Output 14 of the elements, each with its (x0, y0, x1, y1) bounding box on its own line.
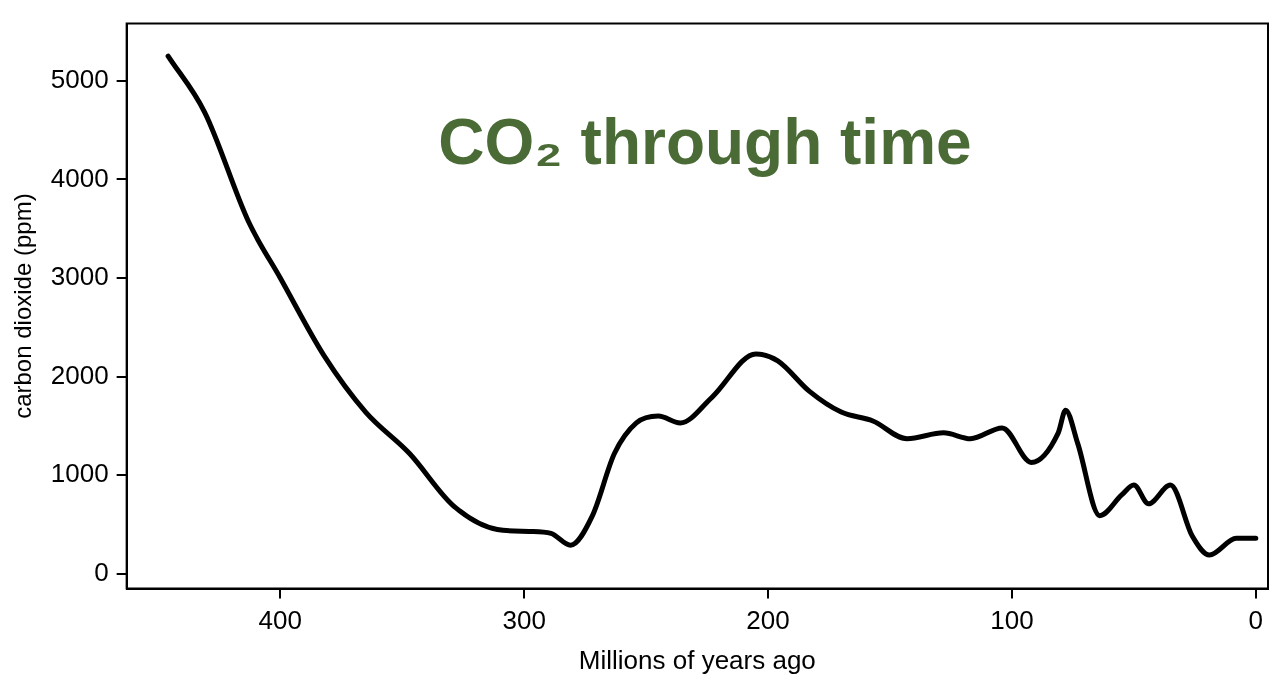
x-axis-title: Millions of years ago (578, 644, 816, 675)
y-tick-label: 1000 (50, 458, 109, 489)
y-tick-label: 4000 (50, 162, 109, 193)
x-tick-label: 200 (746, 605, 790, 636)
y-tick-label: 0 (94, 556, 109, 587)
x-tick-label: 300 (502, 605, 546, 636)
y-axis-title: carbon dioxide (ppm) (9, 193, 37, 419)
y-tick-label: 2000 (50, 359, 109, 390)
y-tick-label: 5000 (50, 63, 109, 94)
x-tick-label: 400 (258, 605, 302, 636)
x-tick-label: 100 (990, 605, 1034, 636)
text: CO₂ through time (438, 105, 972, 178)
y-tick-label: 3000 (50, 261, 109, 292)
x-tick-label: 0 (1248, 605, 1264, 636)
